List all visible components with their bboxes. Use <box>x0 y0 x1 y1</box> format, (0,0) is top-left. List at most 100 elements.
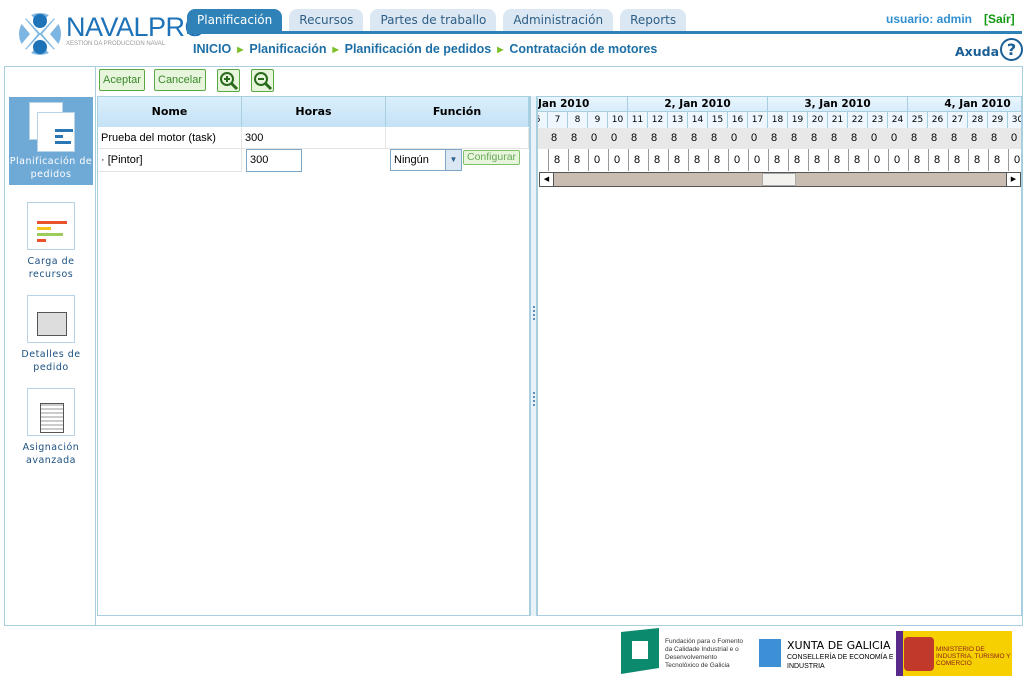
user-label: usuario: admin <box>886 12 973 26</box>
day-header: 7 <box>548 112 568 128</box>
function-select[interactable]: Ningún ▼ <box>390 149 462 171</box>
splitter[interactable] <box>530 96 537 616</box>
breadcrumb-arrow-icon: ▶ <box>332 44 339 54</box>
resource-hours-cell[interactable]: 0 <box>1008 149 1021 171</box>
resource-hours-cell[interactable]: 8 <box>688 149 708 171</box>
task-hours-cell: 8 <box>968 128 988 149</box>
breadcrumb-arrow-icon: ▶ <box>497 44 504 54</box>
resource-hours-cell[interactable]: 0 <box>868 149 888 171</box>
day-header: 10 <box>608 112 628 128</box>
resource-hours-cell[interactable]: 8 <box>568 149 588 171</box>
zoom-out-icon[interactable] <box>251 69 274 92</box>
resource-hours-cell[interactable]: 0 <box>588 149 608 171</box>
accept-button[interactable]: Aceptar <box>99 69 145 91</box>
breadcrumb-arrow-icon: ▶ <box>237 44 244 54</box>
ministerio-logo: MINISTERIO DE INDUSTRIA, TURISMO Y COMER… <box>896 631 1012 676</box>
task-hours-cell: 0 <box>608 128 628 149</box>
column-header-horas[interactable]: Horas <box>242 97 386 127</box>
resource-hours-cell[interactable]: 0 <box>608 149 628 171</box>
day-header: 11 <box>628 112 648 128</box>
task-hours-cell: 8 <box>928 128 948 149</box>
column-header-funcion[interactable]: Función <box>386 97 529 127</box>
chevron-down-icon[interactable]: ▼ <box>445 150 461 170</box>
task-hours-cell: 0 <box>1008 128 1021 149</box>
logo[interactable]: NAVALPRO XESTION DA PRODUCCION NAVAL <box>18 10 206 58</box>
day-header: 6 <box>538 112 548 128</box>
hours-input[interactable]: 300 <box>246 149 302 172</box>
tab-recursos[interactable]: Recursos <box>289 9 364 31</box>
resource-hours-cell[interactable]: 8 <box>648 149 668 171</box>
zoom-in-icon[interactable] <box>217 69 240 92</box>
task-hours-cell: 0 <box>748 128 768 149</box>
configure-button[interactable]: Configurar <box>463 150 521 165</box>
tab-reports[interactable]: Reports <box>620 9 687 31</box>
resource-hours-cell[interactable]: 8 <box>708 149 728 171</box>
resource-hours-cell[interactable]: 8 <box>988 149 1008 171</box>
resource-hours-cell[interactable]: 8 <box>548 149 568 171</box>
task-name: Prueba del motor (task) <box>98 128 242 149</box>
resource-hours-cell[interactable]: 0 <box>748 149 768 171</box>
sidebar-item-label: Detalles de pedido <box>21 349 81 373</box>
logout-link[interactable]: [Saír] <box>984 12 1015 26</box>
day-header: 20 <box>808 112 828 128</box>
task-hours-cell: 8 <box>808 128 828 149</box>
resource-load-icon <box>27 202 75 250</box>
task-hours-cell: 8 <box>668 128 688 149</box>
week-header: 2, Jan 2010 <box>628 97 768 112</box>
question-icon[interactable]: ? <box>1000 38 1023 61</box>
resource-hours-cell[interactable]: 8 <box>828 149 848 171</box>
day-header: 22 <box>848 112 868 128</box>
resource-hours-cell[interactable]: 8 <box>928 149 948 171</box>
breadcrumb-planificacion-pedidos[interactable]: Planificación de pedidos <box>344 42 492 56</box>
sidebar-item-planificacion-pedidos[interactable]: Planificación de pedidos <box>9 97 93 185</box>
task-hours-cell: 8 <box>948 128 968 149</box>
resource-hours-cell[interactable]: 8 <box>628 149 648 171</box>
resource-hours-cell[interactable]: 8 <box>968 149 988 171</box>
column-header-nome[interactable]: Nome <box>98 97 242 127</box>
help-link[interactable]: Axuda <box>955 44 1000 59</box>
fundacion-logo <box>621 628 661 674</box>
tab-partes-de-traballo[interactable]: Partes de traballo <box>370 9 497 31</box>
logo-tagline: XESTION DA PRODUCCION NAVAL <box>66 41 166 47</box>
breadcrumb-current[interactable]: Contratación de motores <box>509 42 658 56</box>
breadcrumb-inicio[interactable]: INICIO <box>193 42 232 56</box>
resource-hours-cell[interactable]: 8 <box>668 149 688 171</box>
task-hours-cell: 0 <box>728 128 748 149</box>
logo-icon <box>19 13 61 55</box>
task-hours-cell: 8 <box>788 128 808 149</box>
day-header: 8 <box>568 112 588 128</box>
day-header: 13 <box>668 112 688 128</box>
task-hours-cell: 8 <box>828 128 848 149</box>
tab-planificacion[interactable]: Planificación <box>187 9 283 31</box>
task-hours-cell: 8 <box>648 128 668 149</box>
task-hours-cell: 8 <box>548 128 568 149</box>
resource-hours-cell[interactable]: 8 <box>808 149 828 171</box>
week-header: 4, Jan 2010 <box>908 97 1021 112</box>
task-function <box>386 128 529 149</box>
task-hours-cell: 8 <box>708 128 728 149</box>
resource-hours-cell[interactable]: 8 <box>908 149 928 171</box>
resource-hours-cell[interactable]: 0 <box>728 149 748 171</box>
sidebar-item-carga-recursos[interactable]: Carga de recursos <box>9 202 93 281</box>
resource-hours-cell[interactable]: 8 <box>768 149 788 171</box>
resource-hours-cell[interactable]: 8 <box>948 149 968 171</box>
resource-hours-cell[interactable]: 8 <box>788 149 808 171</box>
tab-administracion[interactable]: Administración <box>503 9 614 31</box>
sidebar-item-asignacion-avanzada[interactable]: Asignación avanzada <box>9 388 93 467</box>
sidebar-item-label: Carga de recursos <box>27 256 75 280</box>
day-header: 9 <box>588 112 608 128</box>
week-header: 3, Jan 2010 <box>768 97 908 112</box>
resource-hours-cell[interactable] <box>538 149 548 171</box>
cancel-button[interactable]: Cancelar <box>154 69 207 91</box>
sidebar-item-detalles-pedido[interactable]: Detalles de pedido <box>9 295 93 374</box>
scroll-left-icon[interactable]: ◀ <box>540 173 554 186</box>
day-header: 19 <box>788 112 808 128</box>
resource-hours-cell[interactable]: 8 <box>848 149 868 171</box>
task-hours-cell: 8 <box>908 128 928 149</box>
resource-hours-cell[interactable]: 0 <box>888 149 908 171</box>
horizontal-scrollbar[interactable]: ◀ ▶ <box>539 172 1021 187</box>
day-header: 26 <box>928 112 948 128</box>
scroll-right-icon[interactable]: ▶ <box>1006 173 1020 186</box>
breadcrumb-planificacion[interactable]: Planificación <box>249 42 327 56</box>
scrollbar-thumb[interactable] <box>762 173 796 186</box>
